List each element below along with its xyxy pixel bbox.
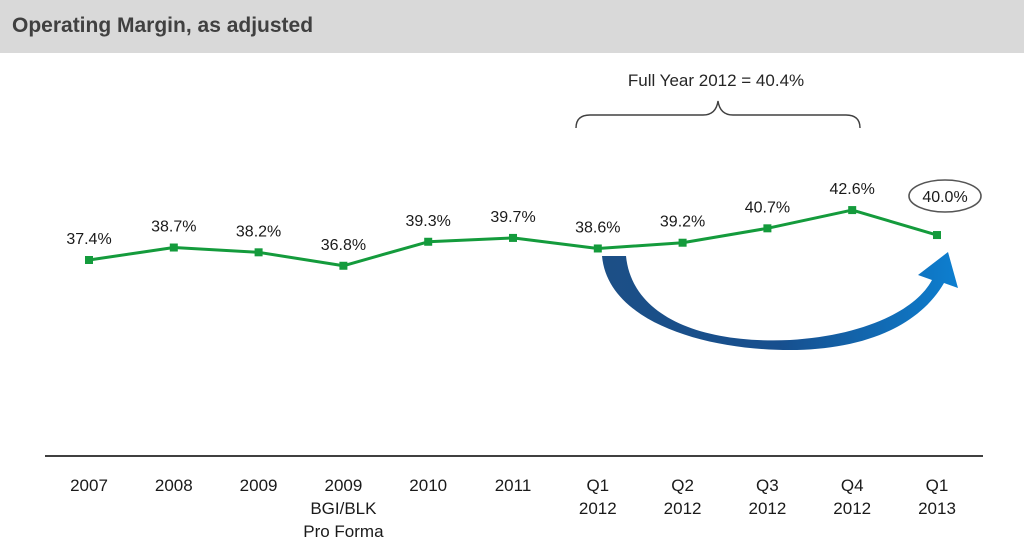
x-tick-label: 2007 [70, 476, 108, 495]
data-point [424, 237, 433, 246]
data-point [933, 231, 941, 240]
x-tick-label: 2011 [495, 476, 532, 495]
data-point [593, 244, 602, 253]
data-point [509, 233, 517, 242]
full-year-annotation: Full Year 2012 = 40.4% [628, 71, 804, 90]
x-tick-label: Q1 2012 [579, 476, 617, 518]
data-point [169, 243, 178, 252]
data-label: 38.2% [236, 223, 281, 240]
data-point [85, 256, 93, 264]
data-label: 39.2% [660, 214, 705, 231]
data-point [678, 238, 687, 247]
data-point [254, 248, 263, 257]
data-label: 39.3% [406, 213, 451, 230]
x-tick-label: 2009 BGI/BLK Pro Forma [303, 476, 384, 541]
x-tick-label: Q2 2012 [664, 476, 702, 518]
chart-header: Operating Margin, as adjusted [0, 0, 1024, 53]
data-label: 38.6% [575, 219, 620, 236]
x-tick-label: 2010 [409, 476, 447, 495]
data-label: 37.4% [66, 231, 111, 248]
highlight-ellipse [908, 179, 982, 213]
data-label: 39.7% [490, 209, 535, 226]
data-point [848, 206, 857, 215]
x-tick-label: Q3 2012 [748, 476, 786, 518]
x-tick-label: 2009 [240, 476, 278, 495]
data-label: 40.0% [922, 189, 967, 206]
data-label: 38.7% [151, 219, 196, 236]
chart-title: Operating Margin, as adjusted [12, 14, 314, 37]
data-point [339, 261, 348, 270]
data-label: 40.7% [745, 199, 790, 216]
full-year-bracket [575, 100, 861, 129]
x-tick-label: Q4 2012 [833, 476, 871, 518]
data-label: 36.8% [321, 237, 366, 254]
data-label: 42.6% [830, 181, 875, 198]
x-tick-label: 2008 [155, 476, 193, 495]
data-point [763, 224, 772, 233]
trend-arrow-icon [602, 252, 958, 350]
x-tick-label: Q1 2013 [918, 476, 956, 518]
